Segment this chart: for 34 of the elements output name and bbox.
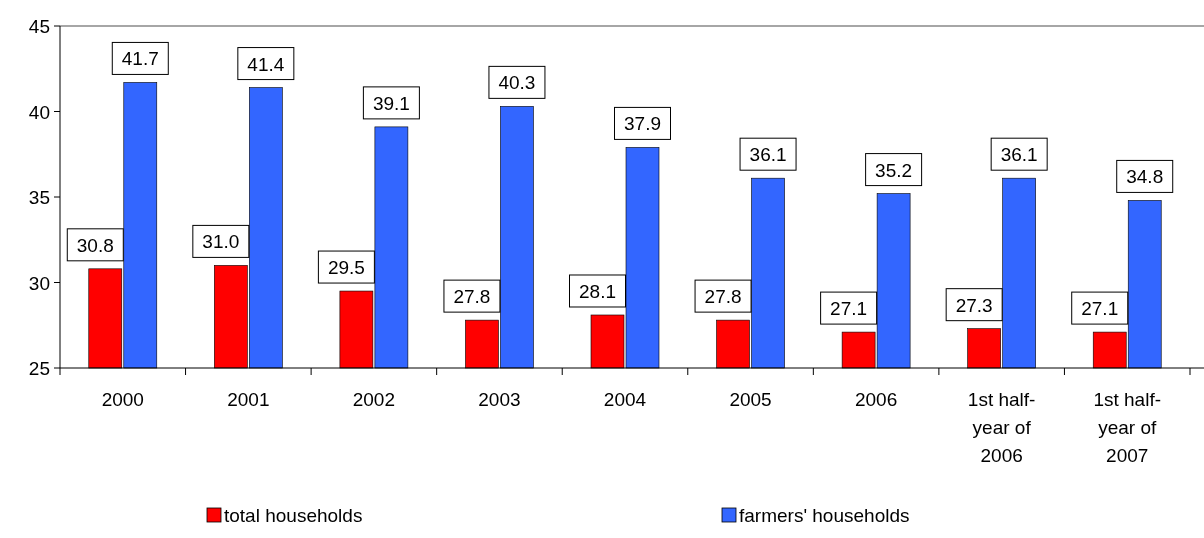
text: 36.1 bbox=[1000, 144, 1038, 166]
x-tick-label: 2000 bbox=[101, 389, 144, 410]
text: 27.8 bbox=[704, 286, 742, 308]
x-tick-label: 2006 bbox=[854, 389, 898, 410]
text: 37.9 bbox=[624, 113, 661, 135]
text: 41.7 bbox=[121, 48, 159, 70]
text: 27.3 bbox=[955, 294, 993, 316]
text: 28.1 bbox=[579, 280, 616, 302]
text: 35.2 bbox=[875, 159, 913, 181]
text: 40.3 bbox=[498, 72, 536, 94]
y-tick-label: 40 bbox=[28, 101, 50, 123]
text: 27.8 bbox=[453, 286, 491, 308]
x-tick-label: 2003 bbox=[478, 389, 521, 410]
y-tick-label: 45 bbox=[28, 16, 50, 37]
x-tick-label: 2004 bbox=[603, 389, 647, 410]
y-tick-label: 35 bbox=[28, 187, 50, 208]
x-tick-label: 2001 bbox=[227, 389, 270, 410]
text: 30.8 bbox=[76, 234, 114, 256]
text: 27.1 bbox=[830, 298, 868, 320]
text: 41.4 bbox=[247, 53, 285, 75]
text: 39.1 bbox=[372, 92, 410, 114]
x-tick-label: 1st half-year of 2006 bbox=[967, 389, 1036, 466]
x-tick-label: 2002 bbox=[352, 389, 396, 410]
text: 31.0 bbox=[202, 231, 240, 253]
y-tick-label: 30 bbox=[28, 272, 50, 294]
text: 29.5 bbox=[327, 257, 365, 279]
text: 27.1 bbox=[1081, 298, 1119, 320]
legend-label: farmers' households bbox=[739, 505, 910, 526]
y-tick-label: 25 bbox=[28, 358, 50, 379]
text: 36.1 bbox=[749, 144, 787, 166]
x-tick-label: 1st half-year of 2007 bbox=[1093, 389, 1162, 466]
x-tick-label: 2005 bbox=[729, 389, 772, 410]
legend-label: total households bbox=[224, 505, 363, 526]
text: 34.8 bbox=[1126, 166, 1164, 188]
